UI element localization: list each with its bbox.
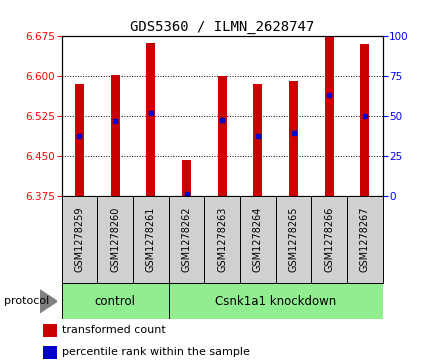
Bar xyxy=(169,283,383,319)
Bar xyxy=(289,81,298,196)
Bar xyxy=(62,283,169,319)
Bar xyxy=(169,196,204,283)
Bar xyxy=(360,44,370,196)
Bar xyxy=(276,196,312,283)
Text: GSM1278265: GSM1278265 xyxy=(289,207,299,272)
Polygon shape xyxy=(40,290,57,313)
Bar xyxy=(147,43,155,196)
Text: GSM1278260: GSM1278260 xyxy=(110,207,120,272)
Bar xyxy=(240,196,276,283)
Text: GSM1278264: GSM1278264 xyxy=(253,207,263,272)
Bar xyxy=(325,36,334,196)
Bar xyxy=(133,196,169,283)
Bar xyxy=(43,324,57,337)
Bar xyxy=(75,84,84,196)
Bar xyxy=(253,84,262,196)
Text: Csnk1a1 knockdown: Csnk1a1 knockdown xyxy=(215,295,336,308)
Bar xyxy=(204,196,240,283)
Bar xyxy=(347,196,383,283)
Text: transformed count: transformed count xyxy=(62,325,165,335)
Bar xyxy=(312,196,347,283)
Text: GSM1278262: GSM1278262 xyxy=(182,207,191,272)
Text: GSM1278263: GSM1278263 xyxy=(217,207,227,272)
Text: control: control xyxy=(95,295,136,308)
Text: GSM1278259: GSM1278259 xyxy=(74,207,84,272)
Text: percentile rank within the sample: percentile rank within the sample xyxy=(62,347,250,357)
Bar xyxy=(111,75,120,196)
Title: GDS5360 / ILMN_2628747: GDS5360 / ILMN_2628747 xyxy=(130,20,314,34)
Text: GSM1278261: GSM1278261 xyxy=(146,207,156,272)
Text: GSM1278267: GSM1278267 xyxy=(360,207,370,272)
Bar xyxy=(43,346,57,359)
Text: GSM1278266: GSM1278266 xyxy=(324,207,334,272)
Bar xyxy=(218,76,227,196)
Text: protocol: protocol xyxy=(4,296,50,306)
Bar xyxy=(62,196,97,283)
Bar xyxy=(182,160,191,196)
Bar xyxy=(97,196,133,283)
